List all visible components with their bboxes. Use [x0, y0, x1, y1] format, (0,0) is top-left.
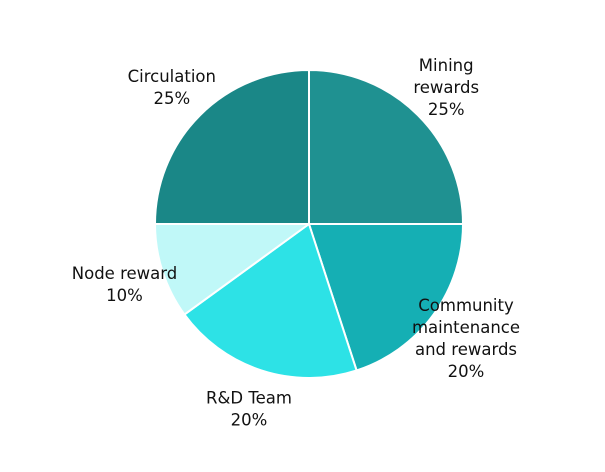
pie-slice [308, 69, 464, 225]
pie-slice [308, 223, 464, 372]
slice-percent: 20% [231, 411, 268, 430]
pie-slice [183, 223, 358, 379]
slice-name: Community [418, 296, 514, 315]
slice-name: maintenance [412, 318, 520, 337]
slice-percent: 20% [448, 362, 485, 381]
pie-slice [154, 223, 310, 316]
pie-slice [154, 69, 310, 225]
slice-label: Circulation 25% [128, 67, 216, 108]
slice-label: R&D Team 20% [206, 389, 292, 430]
pie-slices [154, 69, 464, 379]
slice-label: Node reward 10% [72, 264, 177, 305]
slice-percent: 10% [106, 286, 143, 305]
slice-name: Mining [419, 56, 474, 75]
slice-label: Community maintenance and rewards 20% [412, 296, 520, 381]
slice-percent: 25% [428, 100, 465, 119]
slice-percent: 25% [153, 89, 190, 108]
pie-labels: Mining rewards 25% Community maintenance and … [72, 56, 520, 430]
slice-name: and rewards [415, 340, 517, 359]
slice-name: Node reward [72, 264, 177, 283]
slice-name: rewards [413, 78, 479, 97]
slice-name: R&D Team [206, 389, 292, 408]
slice-name: Circulation [128, 67, 216, 86]
slice-label: Mining rewards 25% [413, 56, 479, 119]
